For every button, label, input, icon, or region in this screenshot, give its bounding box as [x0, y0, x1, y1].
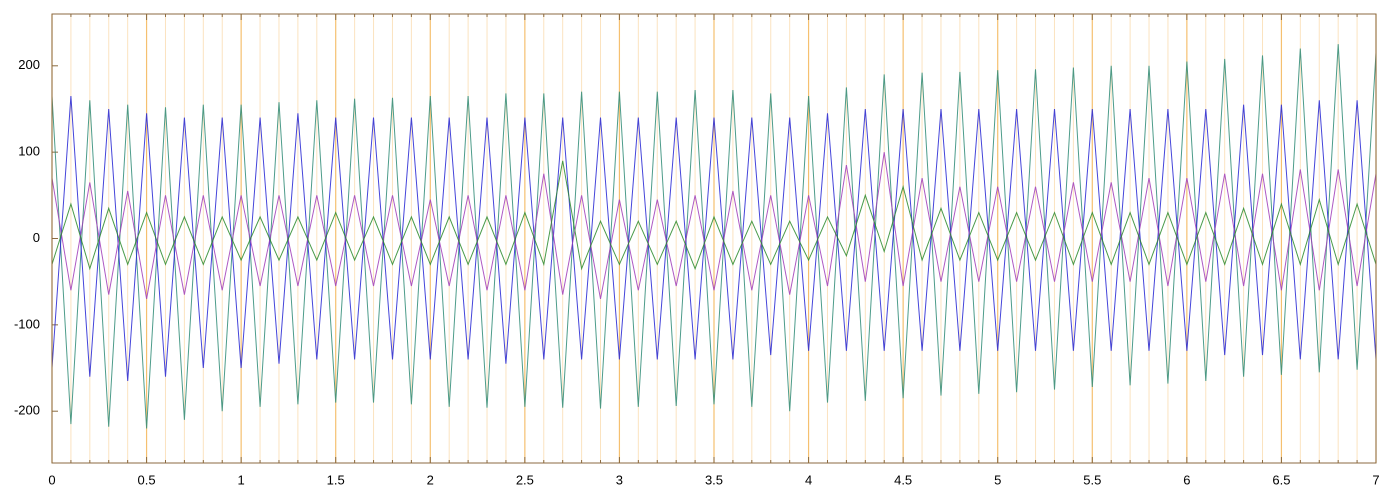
y-tick-label: 200 — [18, 57, 40, 72]
series-line — [51, 160, 1377, 271]
x-tick-label: 1.5 — [327, 472, 345, 487]
x-tick-label: 1 — [238, 472, 245, 487]
x-tick-label: 6.5 — [1272, 472, 1290, 487]
x-tick-label: 5 — [994, 472, 1001, 487]
y-tick-label: 0 — [33, 230, 40, 245]
x-tick-label: 0.5 — [138, 472, 156, 487]
x-tick-label: 4.5 — [894, 472, 912, 487]
x-tick-label: 0 — [48, 472, 55, 487]
y-tick-label: -200 — [14, 403, 40, 418]
x-tick-label: 2 — [427, 472, 434, 487]
x-tick-label: 2.5 — [516, 472, 534, 487]
series-line — [51, 152, 1377, 299]
y-tick-label: 100 — [18, 144, 40, 159]
x-tick-label: 3 — [616, 472, 623, 487]
x-tick-label: 6 — [1183, 472, 1190, 487]
series-line — [51, 44, 1377, 429]
x-tick-label: 5.5 — [1083, 472, 1101, 487]
x-tick-label: 3.5 — [705, 472, 723, 487]
plot-frame — [51, 13, 1377, 464]
series-line — [51, 95, 1377, 382]
x-tick-label: 7 — [1372, 472, 1379, 487]
y-tick-label: -100 — [14, 316, 40, 331]
x-tick-label: 4 — [805, 472, 812, 487]
